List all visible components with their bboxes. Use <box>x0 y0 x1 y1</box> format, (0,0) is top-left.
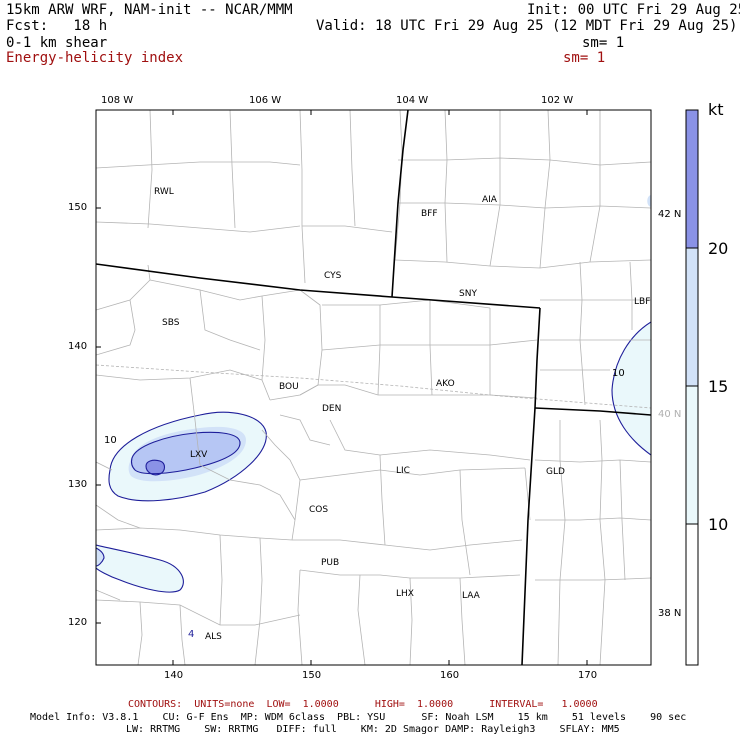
x-tick-150: 150 <box>302 670 322 681</box>
lat-label-42n: 42 N <box>658 209 682 220</box>
lat-label-38n: 38 N <box>658 608 682 619</box>
station-label: AIA <box>482 195 497 205</box>
station-label: LIC <box>396 466 410 476</box>
x-tick-170: 170 <box>578 670 598 681</box>
field2-smoothing: sm= 1 <box>563 50 606 66</box>
station-label: COS <box>309 505 329 515</box>
map-background <box>96 110 651 665</box>
y-tick-150: 150 <box>68 202 88 213</box>
map-frame <box>95 109 652 666</box>
x-tick-160: 160 <box>440 670 460 681</box>
station-label: CYS <box>324 271 342 281</box>
colorbar <box>685 109 699 666</box>
lon-label-104w: 104 W <box>396 95 429 106</box>
field1-name: 0-1 km shear <box>6 35 108 51</box>
state-lines <box>96 110 651 665</box>
county-lines <box>96 110 651 665</box>
valid-time: Valid: 18 UTC Fri 29 Aug 25 (12 MDT Fri … <box>316 18 738 34</box>
station-label: ALS <box>205 632 222 642</box>
lon-label-108w: 108 W <box>101 95 134 106</box>
colorbar-bin-below-10 <box>686 524 698 665</box>
station-label: SBS <box>162 318 180 328</box>
station-label: PUB <box>321 558 340 568</box>
contour-label: 4 <box>188 629 195 640</box>
y-tick-130: 130 <box>68 479 88 490</box>
station-label: GLD <box>546 467 565 477</box>
station-label: SNY <box>459 289 477 299</box>
colorbar-label-20: 20 <box>708 239 729 258</box>
colorbar-unit: kt <box>708 100 724 119</box>
shear-region-10b <box>96 545 184 593</box>
station-label: DEN <box>322 404 342 414</box>
lat-label-40n: 40 N <box>658 409 682 420</box>
field2-name: Energy-helicity index <box>6 50 184 66</box>
station-label: LHX <box>396 589 414 599</box>
forecast-hour: Fcst: 18 h <box>6 18 108 34</box>
y-tick-120: 120 <box>68 617 88 628</box>
field1-smoothing: sm= 1 <box>582 35 625 51</box>
colorbar-label-15: 15 <box>708 377 729 396</box>
station-label: LBF <box>634 297 651 307</box>
lon-label-106w: 106 W <box>249 95 282 106</box>
model-info-line2: LW: RRTMG SW: RRTMG DIFF: full KM: 2D Sm… <box>126 724 620 735</box>
model-info-line1: Model Info: V3.8.1 CU: G-F Ens MP: WDM 6… <box>30 712 687 723</box>
model-title: 15km ARW WRF, NAM-init -- NCAR/MMM <box>6 2 293 18</box>
contour-label: 10 <box>104 435 117 446</box>
colorbar-label-10: 10 <box>708 515 729 534</box>
colorbar-bin-10-15 <box>686 386 698 524</box>
x-tick-140: 140 <box>164 670 184 681</box>
station-label: LXV <box>190 450 208 460</box>
shear-region-15d <box>647 195 651 207</box>
latitude-line <box>96 364 651 409</box>
station-label: BOU <box>279 382 299 392</box>
station-label: BFF <box>421 209 438 219</box>
station-label: AKO <box>436 379 455 389</box>
y-tick-140: 140 <box>68 341 88 352</box>
contours-info: CONTOURS: UNITS=none LOW= 1.0000 HIGH= 1… <box>128 699 598 710</box>
station-label: RWL <box>154 187 174 197</box>
lon-label-102w: 102 W <box>541 95 574 106</box>
init-time: Init: 00 UTC Fri 29 Aug 25 <box>527 2 740 18</box>
shear-region-25 <box>146 460 165 475</box>
axis-ticks <box>96 110 588 665</box>
station-label: LAA <box>462 591 480 601</box>
contour-label: 10 <box>612 368 625 379</box>
colorbar-bin-15-20 <box>686 248 698 386</box>
colorbar-bin-above-20 <box>686 110 698 248</box>
